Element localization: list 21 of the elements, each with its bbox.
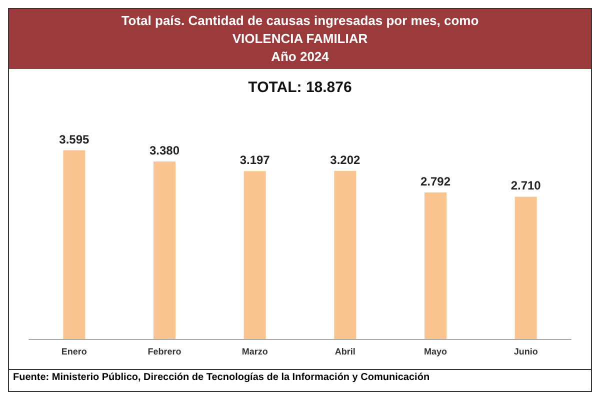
data-label: 3.380 (149, 144, 180, 158)
data-label: 3.197 (240, 153, 270, 168)
x-tick-label: Abril (334, 346, 356, 356)
data-label: 2.792 (420, 174, 451, 188)
bar (514, 196, 537, 339)
x-tick-label: Mayo (424, 346, 448, 356)
chart-title: Total país. Cantidad de causas ingresadas por mes, como VIOLENCIA FAMILIAR Año 2024 (9, 12, 591, 66)
x-tick-label: Junio (514, 346, 538, 356)
bar (154, 162, 176, 339)
x-tick-label: Febrero (148, 346, 182, 356)
data-label: 2.710 (510, 178, 542, 193)
bar (63, 150, 86, 339)
bar (244, 171, 266, 339)
x-tick-label: Marzo (242, 346, 268, 356)
data-label: 3.202 (330, 152, 361, 167)
source-note: Fuente: Ministerio Público, Dirección de Tecnologías de la Información y Comunicación (13, 372, 431, 383)
data-label: 3.595 (59, 132, 90, 146)
bar (424, 192, 446, 339)
chart-subtitle: TOTAL: 18.876 (248, 79, 352, 96)
bar (334, 170, 356, 339)
x-tick-label: Enero (61, 346, 88, 356)
